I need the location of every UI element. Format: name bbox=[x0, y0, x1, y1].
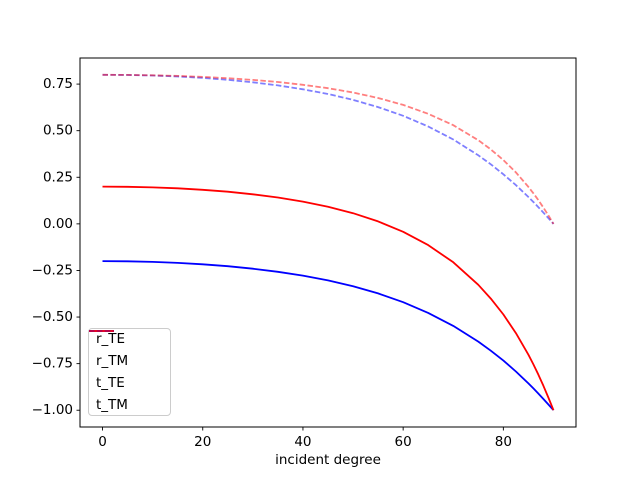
legend-entry-r_TM: r_TM bbox=[89, 330, 170, 372]
y-tick-label: 0.50 bbox=[43, 123, 73, 139]
series-line-t_TM bbox=[102, 73, 555, 225]
y-tick-label: −0.25 bbox=[32, 262, 73, 278]
series-line-t_TE bbox=[102, 73, 555, 225]
legend-label-t_TM: t_TM bbox=[96, 397, 128, 413]
legend-entry-t_TE: t_TE bbox=[89, 330, 170, 394]
x-tick-label: 60 bbox=[395, 434, 412, 450]
x-tick-label: 20 bbox=[194, 434, 211, 450]
legend-line-sample-dashed bbox=[89, 330, 114, 332]
plot-area-border bbox=[79, 57, 577, 428]
y-tick-label: 0.75 bbox=[43, 76, 73, 92]
y-tick-label: −0.50 bbox=[32, 309, 73, 325]
legend-entry-t_TM: t_TM bbox=[89, 330, 170, 416]
legend-label-t_TE: t_TE bbox=[96, 375, 125, 391]
y-tick-label: 0.25 bbox=[43, 169, 73, 185]
legend-label-r_TE: r_TE bbox=[96, 331, 126, 347]
series-line-r_TE bbox=[102, 260, 555, 411]
legend-label-r_TM: r_TM bbox=[96, 353, 129, 369]
x-tick-label: 80 bbox=[495, 434, 512, 450]
y-tick-label: 0.00 bbox=[43, 216, 73, 232]
y-tick-label: −0.75 bbox=[32, 356, 73, 372]
series-line-r_TM bbox=[102, 185, 555, 411]
legend: r_TE r_TM t_TE t_TM bbox=[88, 328, 171, 416]
x-tick-label: 0 bbox=[98, 434, 107, 450]
y-tick-label: −1.00 bbox=[32, 402, 73, 418]
x-tick-label: 40 bbox=[294, 434, 311, 450]
x-axis-label: incident degree bbox=[275, 452, 381, 468]
